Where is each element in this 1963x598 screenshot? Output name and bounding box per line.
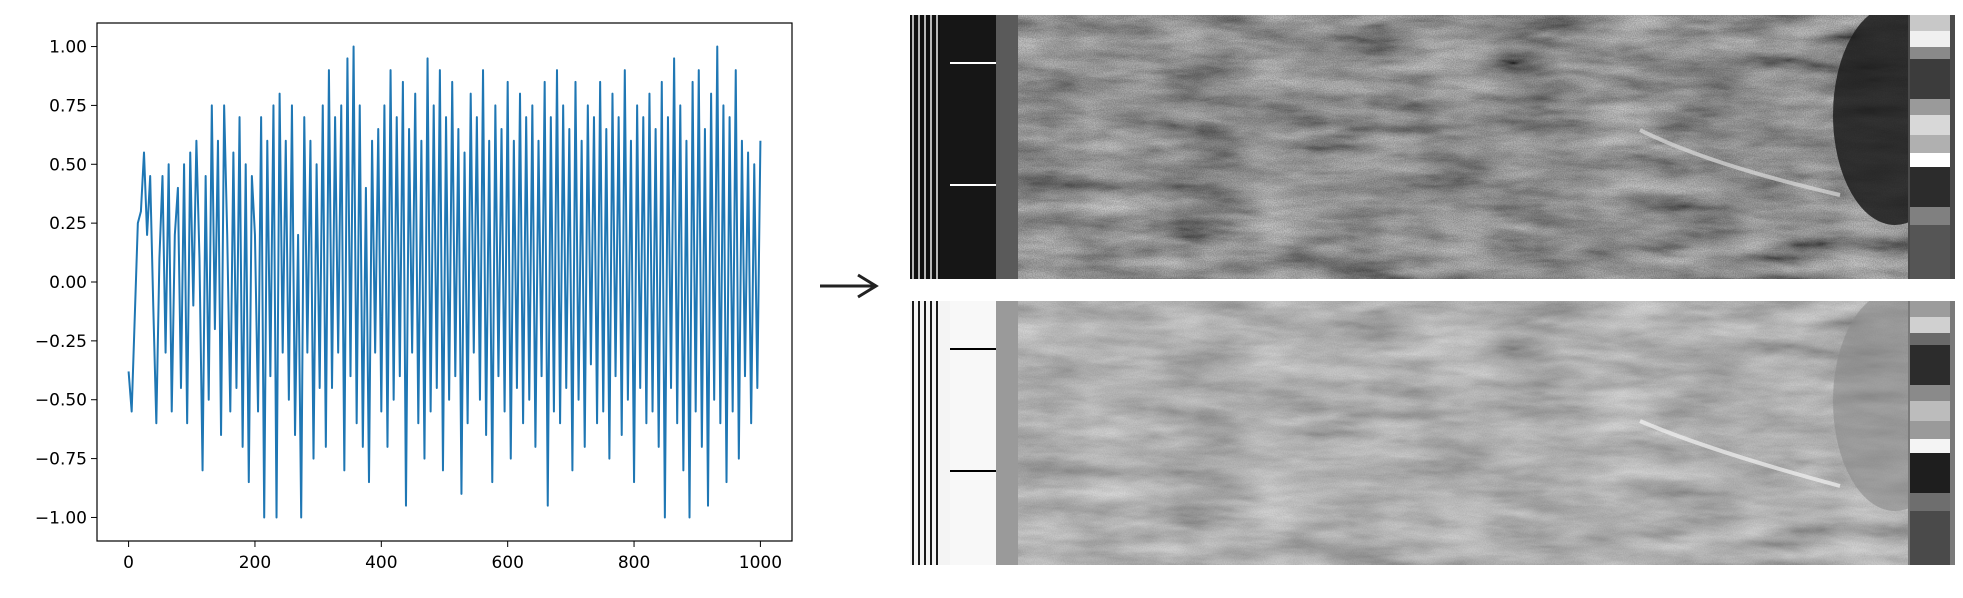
y-tick-label: 1.00 xyxy=(49,38,87,58)
y-tick-label: 0.50 xyxy=(49,155,87,175)
satellite-image-raw-strip-icon xyxy=(910,15,1955,279)
x-tick-label: 200 xyxy=(239,553,271,573)
satellite-image-raw xyxy=(910,15,1955,279)
y-tick-label: 0.25 xyxy=(49,214,87,234)
y-tick-label: −1.00 xyxy=(35,508,87,528)
x-tick-label: 1000 xyxy=(739,553,782,573)
right-arrow-icon xyxy=(820,273,879,299)
y-tick-label: −0.50 xyxy=(35,391,87,411)
satellite-image-processed-strip-icon xyxy=(910,301,1955,565)
x-tick-label: 800 xyxy=(618,553,650,573)
line-chart: 1.00 0.75 0.50 0.25 0.00 −0.25 −0.50 −0.75 −1.00… xyxy=(35,22,793,573)
y-tick-label: 0.75 xyxy=(49,96,87,116)
y-tick-label: −0.25 xyxy=(35,332,87,352)
series-layer xyxy=(127,45,762,519)
x-tick-label: 600 xyxy=(491,553,523,573)
x-tick-label: 400 xyxy=(365,553,397,573)
x-tick-label: 0 xyxy=(123,553,134,573)
signal-series-line xyxy=(127,45,762,519)
satellite-image-processed xyxy=(910,301,1955,565)
y-tick-label: −0.75 xyxy=(35,450,87,470)
y-axis: 1.00 0.75 0.50 0.25 0.00 −0.25 −0.50 −0.75 −1.00 xyxy=(35,38,97,528)
y-tick-label: 0.00 xyxy=(49,273,87,293)
x-axis: 0 200 400 600 800 1000 xyxy=(123,541,782,573)
